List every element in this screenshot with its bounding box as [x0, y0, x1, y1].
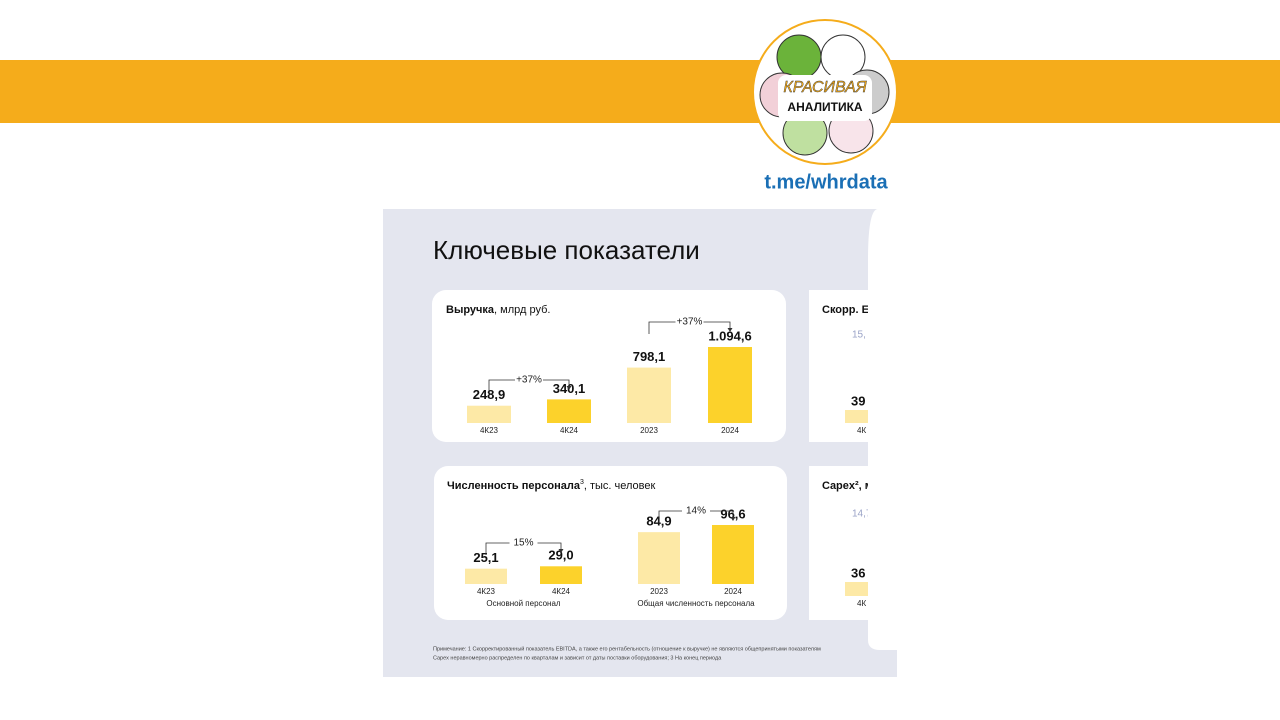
link: t.me/whrdata	[764, 171, 888, 193]
panel-title: Скорр. EI	[822, 304, 872, 316]
orange-band	[0, 60, 1280, 123]
bar	[708, 347, 752, 423]
panel-title-unit: , тыс. человек	[584, 480, 656, 492]
panel-title: Численность персонала3, тыс. человек	[447, 479, 656, 492]
value-label: 798,1	[633, 349, 666, 364]
panel-title: Capex², м	[822, 480, 873, 492]
category-label: 4К24	[552, 587, 571, 596]
category-label: 4К	[857, 426, 866, 435]
category-label: 4К23	[477, 587, 496, 596]
growth-arrow	[727, 328, 733, 332]
group-label: Основной персонал	[486, 599, 561, 608]
category-label: 2024	[724, 587, 742, 596]
panel-title-unit: , млрд руб.	[494, 304, 550, 316]
top-label: 15,	[852, 330, 866, 341]
growth-label-bg	[682, 505, 710, 517]
bar-fragment	[845, 582, 868, 596]
category-label: 4К	[857, 599, 866, 608]
panel-title-sup: 3	[580, 479, 584, 486]
bar	[547, 399, 591, 423]
value-label: 39	[851, 393, 865, 408]
crop-edge	[868, 280, 897, 630]
growth-arrow	[566, 386, 572, 390]
slide-title: Ключевые показатели	[433, 235, 700, 265]
logo-top: КРАСИВАЯ	[783, 79, 866, 96]
growth-label: 14%	[686, 506, 706, 517]
growth-label: +37%	[516, 375, 542, 386]
bar	[540, 566, 582, 584]
logo: КРАСИВАЯ АНАЛИТИКА	[752, 19, 898, 165]
petal	[776, 34, 822, 80]
bar	[467, 405, 511, 423]
bar-fragment	[845, 410, 868, 423]
bar	[627, 367, 671, 423]
category-label: 2024	[721, 426, 739, 435]
value-label: 25,1	[473, 550, 498, 565]
panel	[434, 466, 787, 620]
bar	[638, 532, 680, 584]
value-label: 29,0	[548, 548, 573, 563]
logo-bottom: АНАЛИТИКА	[787, 100, 862, 114]
top-label: 14,7	[852, 509, 872, 520]
logo-plate	[778, 75, 872, 121]
category-label: 2023	[640, 426, 658, 435]
bar	[465, 568, 507, 584]
category-label: 4К24	[560, 426, 579, 435]
panel-title-main: Численность персонала	[447, 480, 581, 492]
panel-title: Выручка, млрд руб.	[446, 304, 550, 316]
group-label: Общая численность персонала	[637, 599, 755, 608]
value-label: 1.094,6	[708, 328, 751, 343]
growth-arrow	[558, 549, 564, 553]
panels: Выручка, млрд руб.248,94К23340,14К24798,…	[432, 280, 897, 630]
growth-label-bg	[509, 537, 538, 549]
growth-label-bg	[515, 374, 543, 386]
category-label: 2023	[650, 587, 668, 596]
note-line: Capex неравномерно распределен по кварта…	[433, 655, 722, 661]
panel-title-main: Выручка	[446, 304, 495, 316]
growth-label: 15%	[513, 538, 533, 549]
category-label: 4К23	[480, 426, 499, 435]
note-line: Примечание: 1 Скорректированный показате…	[433, 645, 821, 652]
value-label: 36	[851, 565, 865, 580]
growth-label: +37%	[677, 317, 703, 328]
growth-arrow	[730, 517, 736, 521]
growth-label-bg	[675, 316, 704, 328]
bar	[712, 525, 754, 584]
value-label: 248,9	[473, 387, 506, 402]
